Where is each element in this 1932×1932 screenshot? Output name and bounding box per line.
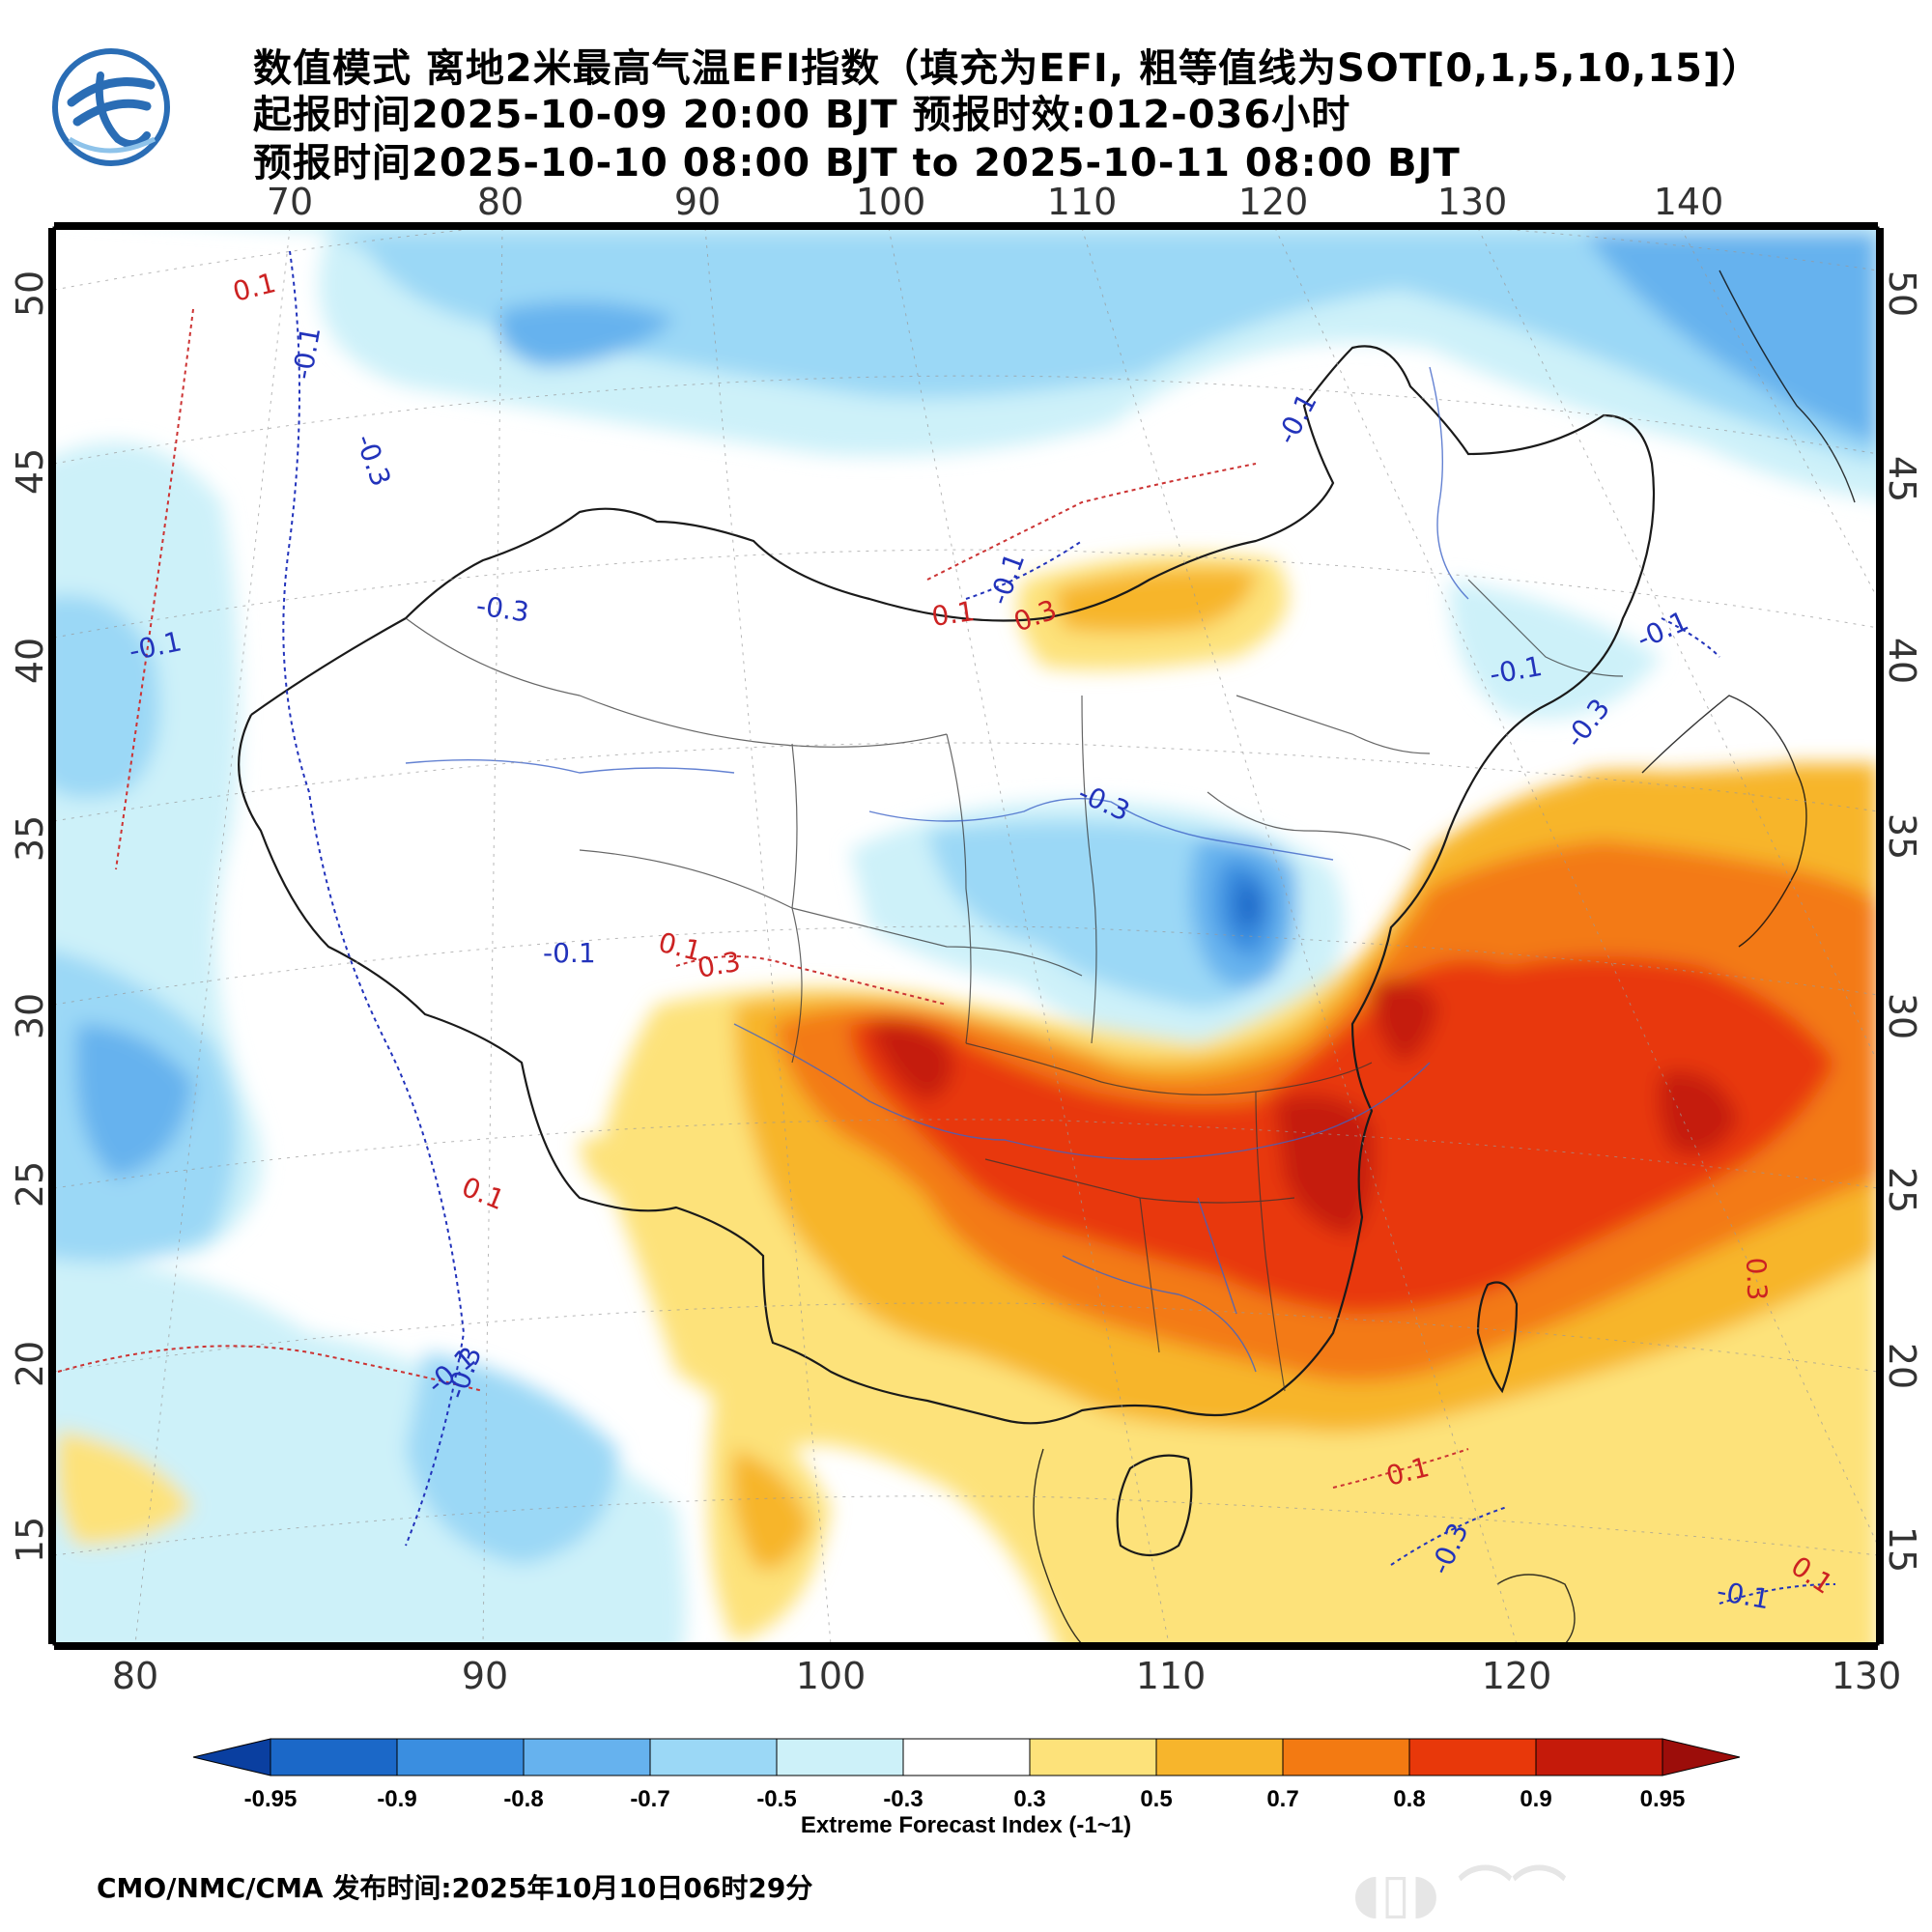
legend-tick-label: -0.95 [244,1786,298,1812]
svg-text:80: 80 [112,1655,158,1697]
svg-text:15: 15 [1881,1526,1923,1573]
legend-tick-label: 0.95 [1640,1786,1686,1812]
graticule [54,228,1878,1644]
legend-swatch [902,1738,1031,1776]
map-field [54,228,1878,1644]
legend-tick-label: -0.9 [377,1786,416,1812]
legend-tick-label: 0.5 [1140,1786,1172,1812]
title-line-3: 预报时间2025-10-10 08:00 BJT to 2025-10-11 0… [253,141,1461,185]
svg-text:50: 50 [1881,270,1923,317]
svg-text:90: 90 [674,181,721,223]
sot-contours [57,250,1836,1605]
svg-text:30: 30 [9,993,51,1039]
legend-swatch [649,1738,778,1776]
svg-text:70: 70 [267,181,313,223]
legend-tick-label: 0.8 [1393,1786,1425,1812]
svg-text:80: 80 [477,181,524,223]
svg-text:20: 20 [1881,1343,1923,1389]
legend-swatch [523,1738,651,1776]
svg-text:110: 110 [1136,1655,1207,1697]
svg-text:0.1: 0.1 [929,595,977,633]
svg-text:0.3: 0.3 [1740,1257,1774,1301]
legend-tick-label: -0.8 [503,1786,543,1812]
lon-labels-bottom: 80 90 100 110 120 130 [112,1655,1901,1697]
svg-text:-0.1: -0.1 [543,937,596,969]
legend-swatch [270,1738,398,1776]
contour-labels: 0.1 -0.1 -0.3 -0.1 -0.3 -0.1 0.1 -0.1 0.… [127,267,1839,1615]
svg-text:110: 110 [1047,181,1118,223]
legend-arrow-high [1662,1738,1741,1776]
country-borders [238,345,1656,1556]
svg-text:120: 120 [1238,181,1309,223]
legend-swatch [776,1738,904,1776]
legend-swatch [1535,1738,1663,1776]
title-line-2: 起报时间2025-10-09 20:00 BJT 预报时效:012-036小时 [253,93,1351,137]
svg-text:-0.3: -0.3 [474,589,531,628]
svg-text:130: 130 [1832,1655,1902,1697]
svg-text:100: 100 [796,1655,867,1697]
legend-swatch [1155,1738,1284,1776]
svg-text:100: 100 [856,181,926,223]
svg-text:30: 30 [1881,993,1923,1039]
svg-text:0.3: 0.3 [695,946,743,984]
legend-colorbar [192,1738,1741,1776]
svg-text:45: 45 [9,448,51,495]
legend-tick-labels: -0.95 -0.9 -0.8 -0.7 -0.5 -0.3 0.3 0.5 0.7 0.8 0.9… [244,1786,1686,1812]
legend-swatch [1282,1738,1410,1776]
svg-text:140: 140 [1654,181,1724,223]
svg-text:35: 35 [9,815,51,862]
legend-tick-label: -0.7 [630,1786,669,1812]
legend-tick-label: 0.9 [1520,1786,1551,1812]
lon-labels-top: 70 80 90 100 110 120 130 140 [267,181,1723,223]
lat-labels-right: 50 45 40 35 30 25 20 15 [1881,270,1923,1573]
svg-text:15: 15 [9,1517,51,1563]
svg-text:130: 130 [1437,181,1508,223]
title-line-1: 数值模式 离地2米最高气温EFI指数（填充为EFI, 粗等值线为SOT[0,1,… [253,46,1762,91]
svg-text:25: 25 [1881,1167,1923,1213]
legend-arrow-low [192,1738,271,1776]
coastlines [1033,270,1856,1644]
svg-text:40: 40 [9,638,51,684]
svg-text:90: 90 [462,1655,508,1697]
svg-text:35: 35 [1881,813,1923,860]
province-borders [405,579,1624,1392]
legend-tick-label: 0.7 [1266,1786,1298,1812]
lat-labels-left: 50 45 40 35 30 25 20 15 [9,270,51,1563]
svg-text:50: 50 [9,270,51,317]
svg-text:25: 25 [9,1161,51,1208]
svg-text:45: 45 [1881,456,1923,502]
rivers [405,366,1469,1373]
svg-text:20: 20 [9,1341,51,1387]
footer-credit: CMO/NMC/CMA 发布时间:2025年10月10日06时29分 [97,1872,813,1904]
legend-tick-label: 0.3 [1013,1786,1045,1812]
legend-title: Extreme Forecast Index (-1~1) [800,1812,1132,1838]
cma-logo-icon [52,48,170,166]
svg-text:40: 40 [1881,638,1923,684]
legend-swatch [396,1738,525,1776]
legend-swatch [1029,1738,1157,1776]
watermark: ◖▯◗ ⌒⌒ [1352,1862,1567,1925]
svg-text:120: 120 [1482,1655,1552,1697]
legend-tick-label: -0.3 [883,1786,923,1812]
legend-tick-label: -0.5 [756,1786,796,1812]
legend-swatch [1408,1738,1537,1776]
